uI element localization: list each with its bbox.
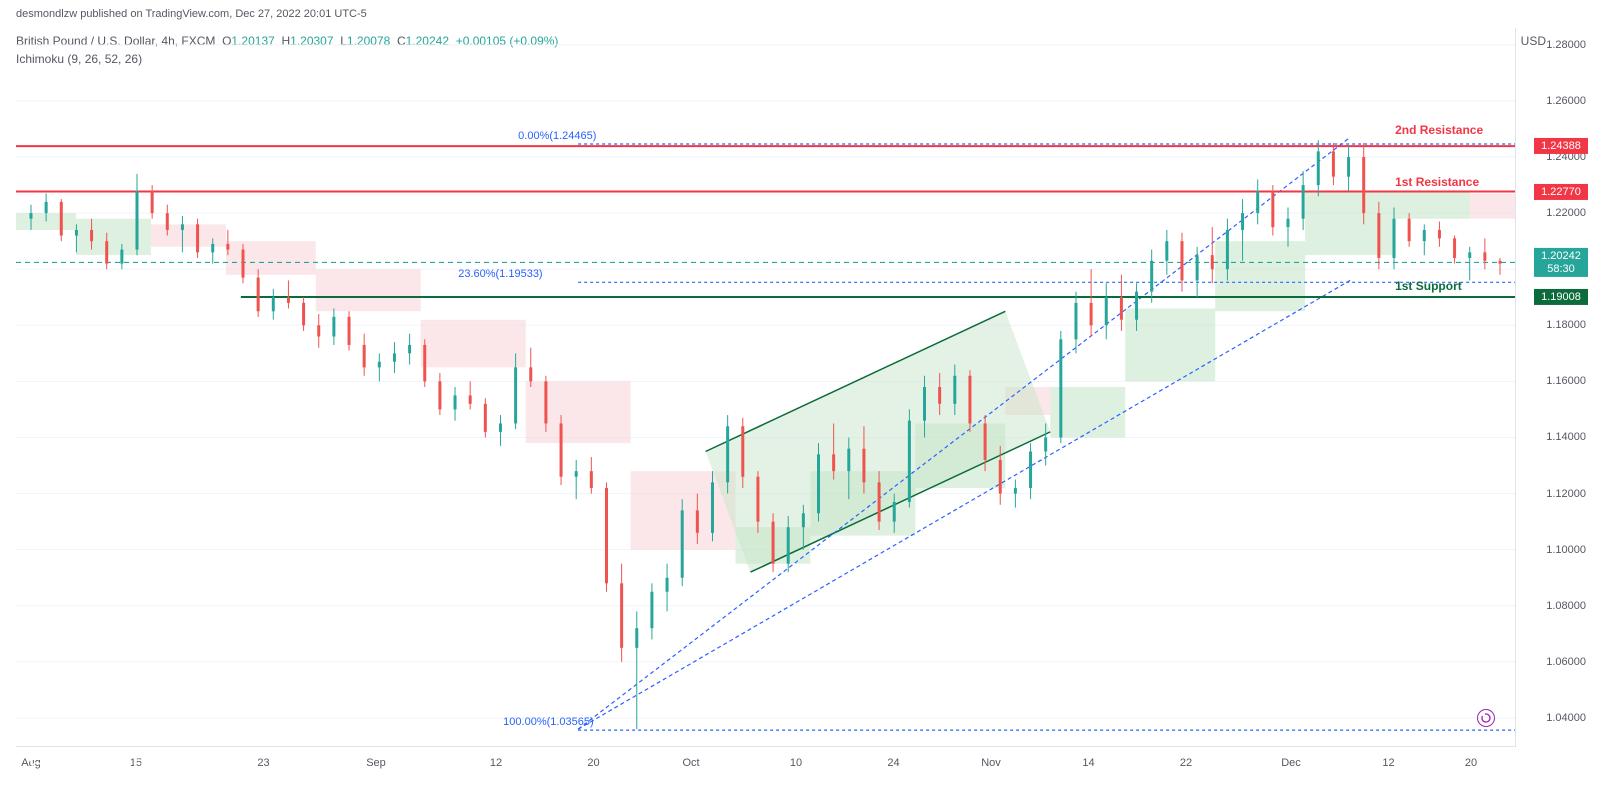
price-tag: 1.19008	[1534, 289, 1588, 305]
x-tick: 23	[257, 757, 269, 769]
fib-label: 100.00%(1.03565)	[503, 716, 594, 730]
x-tick: Nov	[981, 757, 1001, 769]
y-tick: 1.26000	[1546, 95, 1586, 107]
y-tick: 1.14000	[1546, 431, 1586, 443]
x-tick: 20	[587, 757, 599, 769]
price-tag: 1.2024258:30	[1534, 248, 1588, 276]
y-tick: 1.04000	[1546, 712, 1586, 724]
y-axis: 1.280001.260001.240001.220001.200001.180…	[1516, 28, 1600, 747]
y-tick: 1.10000	[1546, 544, 1586, 556]
y-tick: 1.18000	[1546, 319, 1586, 331]
x-tick: 12	[1382, 757, 1394, 769]
refresh-icon[interactable]	[1477, 709, 1495, 727]
brand-icon	[20, 751, 54, 785]
x-tick: Sep	[366, 757, 386, 769]
y-tick: 1.28000	[1546, 39, 1586, 51]
x-tick: 12	[490, 757, 502, 769]
x-axis: Aug1523Sep1220Oct1024Nov1422Dec1220	[16, 747, 1516, 795]
y-tick: 1.12000	[1546, 488, 1586, 500]
brand-name: instaforex	[64, 753, 164, 775]
x-tick: Oct	[682, 757, 699, 769]
x-tick: 24	[887, 757, 899, 769]
y-tick: 1.08000	[1546, 600, 1586, 612]
x-tick: 22	[1180, 757, 1192, 769]
x-tick: Dec	[1281, 757, 1301, 769]
price-tag: 1.24388	[1534, 138, 1588, 154]
y-tick: 1.22000	[1546, 207, 1586, 219]
zone-label: 1st Resistance	[1395, 175, 1479, 189]
watermark: instaforex Instant Forex Trading	[20, 751, 164, 785]
zone-label: 2nd Resistance	[1395, 123, 1483, 137]
brand-tag: Instant Forex Trading	[64, 775, 164, 784]
publish-info: desmondlzw published on TradingView.com,…	[16, 8, 367, 20]
price-tag: 1.22770	[1534, 183, 1588, 199]
fib-label: 0.00%(1.24465)	[518, 130, 596, 144]
zone-label: 1st Support	[1395, 279, 1462, 293]
x-tick: 10	[790, 757, 802, 769]
y-tick: 1.16000	[1546, 375, 1586, 387]
chart-plot[interactable]	[16, 28, 1516, 747]
fib-label: 23.60%(1.19533)	[458, 268, 542, 282]
x-tick: 14	[1082, 757, 1094, 769]
y-tick: 1.06000	[1546, 656, 1586, 668]
x-tick: 20	[1465, 757, 1477, 769]
